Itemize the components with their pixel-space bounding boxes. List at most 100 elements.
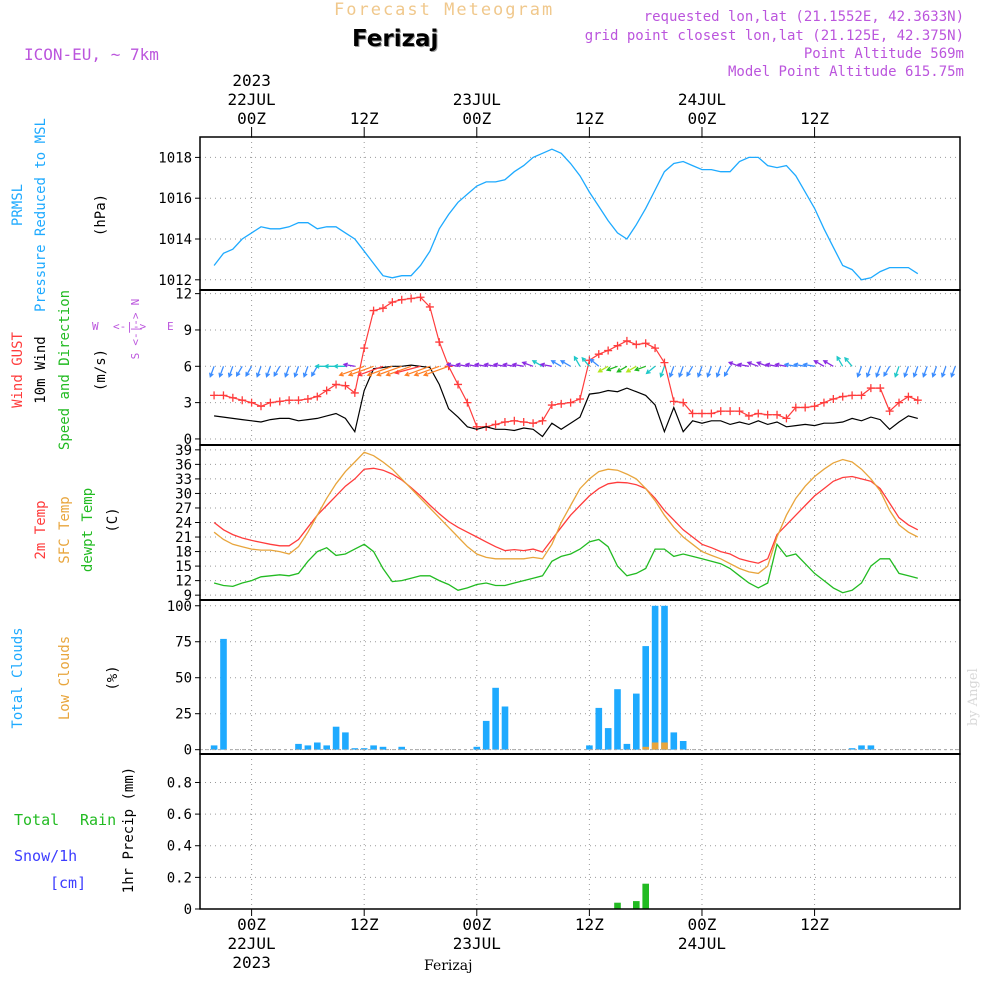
gust-marker (576, 394, 584, 403)
y-tick-label: 50 (175, 671, 192, 687)
wind-direction-arrow (338, 365, 365, 377)
wind-direction-arrow (844, 356, 853, 367)
wind-direction-arrow (950, 366, 956, 378)
gust-marker (407, 294, 416, 303)
total_clouds-bar (867, 745, 875, 750)
gust-marker (763, 410, 772, 419)
top-time-label: 00Z (237, 109, 266, 128)
gust-marker (857, 391, 866, 400)
total_clouds-bar (398, 746, 405, 750)
panel-frame (199, 289, 961, 446)
temp-dewpt-label: dewpt Temp (80, 488, 96, 572)
temp-unit-label: (C) (105, 507, 121, 532)
wind-direction-arrow (559, 360, 571, 367)
gust-marker (801, 403, 810, 412)
y-tick-label: 6 (184, 359, 192, 375)
bottom-time-label: 12Z (350, 915, 379, 934)
gust-marker (360, 344, 369, 353)
gust-marker (613, 341, 622, 350)
gust-marker (838, 392, 847, 401)
bottom-time-label: 2023 (232, 953, 271, 972)
wind-direction-arrow (218, 366, 225, 378)
wind-direction-arrow (531, 360, 543, 367)
low-clouds-label: Low Clouds (57, 636, 73, 720)
gust-marker (294, 396, 303, 405)
top-time-label: 24JUL (678, 90, 726, 109)
point-altitude: Point Altitude 569m (803, 46, 964, 62)
panel-frame (199, 753, 961, 910)
gust-marker (904, 392, 913, 401)
gust-marker (332, 380, 341, 389)
total_clouds-bar (323, 745, 330, 750)
gust-marker (876, 384, 885, 393)
precip-snow-label: Snow/1h (14, 847, 77, 865)
y-tick-label: 0 (184, 902, 192, 918)
wind-direction-arrow (774, 362, 787, 368)
gust-marker (238, 396, 247, 405)
bottom-time-label: 24JUL (678, 934, 726, 953)
wind-direction-arrow (464, 362, 477, 368)
gust-marker (557, 399, 566, 408)
model-altitude: Model Point Altitude 615.75m (727, 64, 964, 80)
gust-marker (416, 293, 425, 302)
gust-marker (773, 410, 782, 419)
compass-ns-arrows: <-|-> (129, 312, 142, 345)
wind-direction-arrow (366, 365, 393, 377)
gust-marker (754, 409, 763, 418)
y-tick-label: 21 (175, 530, 192, 546)
gust-marker (500, 417, 509, 426)
gust-marker (388, 298, 397, 307)
total_clouds-bar (661, 605, 668, 750)
total_clouds-bar (614, 689, 621, 750)
y-tick-label: 27 (175, 501, 192, 517)
total_clouds-bar (501, 706, 509, 750)
panel-frame (199, 599, 961, 755)
gust-marker (425, 302, 434, 311)
wind-direction-arrow (284, 366, 290, 378)
total_clouds-bar (651, 605, 659, 750)
gust-marker (913, 396, 922, 405)
gust-marker (491, 420, 500, 429)
wind-direction-arrow (422, 365, 449, 377)
gust-marker (622, 336, 631, 345)
total_clouds-bar (633, 693, 640, 750)
total_clouds-bar (670, 732, 678, 750)
wind-direction-arrow (311, 365, 318, 377)
wind-direction-arrow (455, 362, 468, 368)
wind-direction-arrow (273, 365, 281, 377)
total_clouds-bar (220, 638, 227, 750)
gust-marker (256, 402, 265, 411)
y-tick-label: 15 (175, 559, 192, 575)
wind-direction-arrow (293, 366, 300, 378)
low_clouds-bar (651, 742, 659, 750)
bottom-time-label: 23JUL (453, 934, 501, 953)
total_clouds-bar (858, 745, 865, 750)
total_clouds-bar (492, 687, 499, 750)
gust-marker (210, 391, 219, 400)
bottom-time-label: 00Z (688, 915, 717, 934)
compass-e: E (167, 320, 174, 333)
wind-direction-arrow (668, 366, 675, 378)
gust-line (214, 296, 919, 428)
precip-snow-unit-label: [cm] (50, 874, 86, 892)
total_clouds-bar (604, 728, 612, 750)
wind-direction-arrow (445, 362, 459, 368)
total-clouds-label: Total Clouds (10, 627, 26, 728)
dewpt-line (213, 538, 918, 594)
wind-direction-arrow (511, 362, 524, 368)
total_clouds-bar (482, 720, 490, 750)
wind-direction-arrow (255, 366, 262, 378)
wind-direction-arrow (836, 355, 844, 367)
wind-direction-arrow (413, 365, 440, 377)
gust-marker (866, 384, 875, 393)
y-tick-label: 24 (175, 516, 192, 532)
wind-direction-arrow (678, 366, 684, 378)
wind-direction-arrow (659, 366, 666, 378)
total_clouds-bar (586, 745, 593, 750)
wind-direction-arrow (492, 362, 506, 368)
total_clouds-bar (360, 748, 368, 750)
y-tick-label: 0.4 (167, 839, 192, 855)
top-time-label: 12Z (350, 109, 379, 128)
wind-direction-arrow (686, 365, 694, 377)
y-tick-label: 33 (175, 472, 192, 488)
